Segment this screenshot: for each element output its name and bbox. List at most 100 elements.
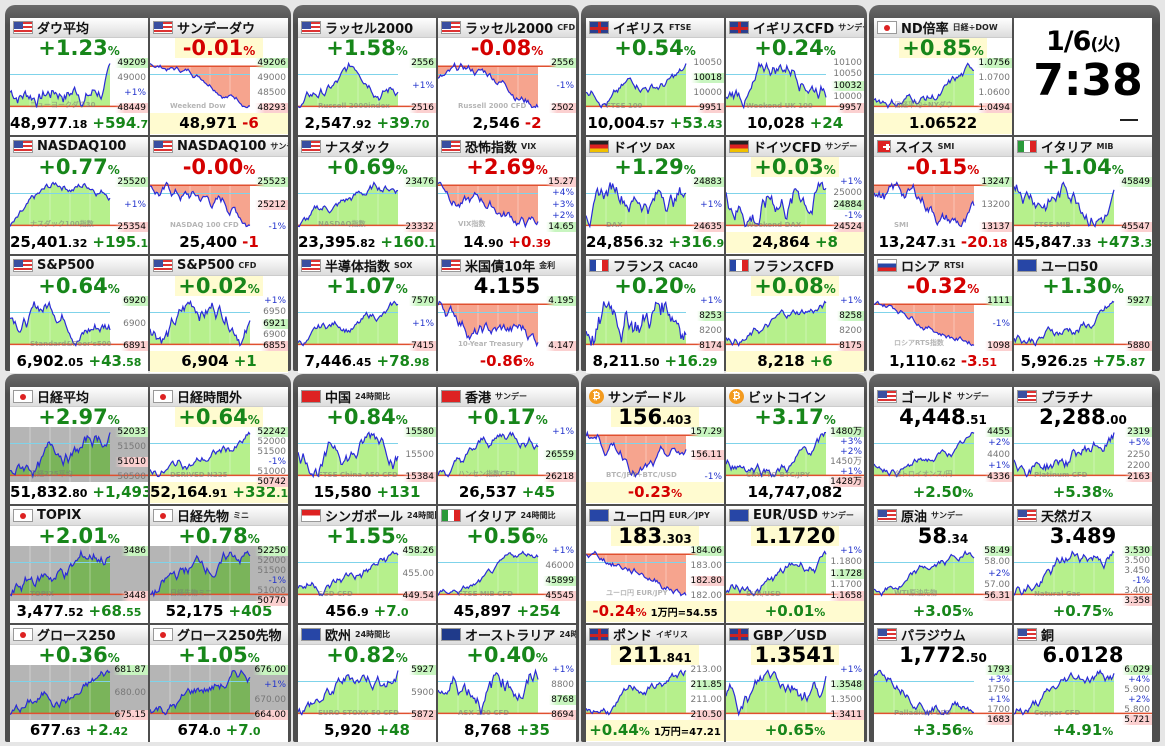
low-label: 45547: [1119, 222, 1152, 232]
percent-sign: %: [395, 532, 408, 546]
market-card[interactable]: パラジウム 1,772.50 Palladium CFD 1793 +3% 1750 +1%…: [874, 625, 1012, 742]
market-card[interactable]: ポンド イギリス 211.841 213.00 211.85 211.00 210.50 +0…: [586, 625, 724, 742]
change-main: +316: [668, 233, 713, 251]
market-card[interactable]: 米国債10年 金利 4.155 10-Year Treasury 4.195 4.147-…: [438, 256, 576, 373]
market-card[interactable]: GBP／USD 1.3541 +1% 1.3548 1.3500 1.3411 +0.65%: [726, 625, 864, 742]
market-card[interactable]: グロース250 +0.36% 681.87 680.00 675.15 677.63 +2.…: [10, 625, 148, 742]
market-card[interactable]: ドイツCFD サンデー +0.03% Weekend DAX +1% 25000 24884…: [726, 137, 864, 254]
current-value: 24,856.32: [586, 233, 663, 251]
market-card[interactable]: S&P500 CFD +0.02% +1% 6950 6921 6900 6855 6,904 +…: [150, 256, 288, 373]
market-card[interactable]: 日経平均 +2.97% 日経225平均 52033 51500 51010 50500 51,…: [10, 387, 148, 504]
percent-label: +1%: [840, 467, 862, 477]
market-card[interactable]: フランスCFD +0.08% +1% 8258 8200 8175 8,218 +6: [726, 256, 864, 373]
low-label: 3.358: [1122, 596, 1152, 606]
headline-value: 211.841: [586, 645, 724, 666]
headline-value: +2.97%: [10, 407, 148, 428]
percent-sign: %: [683, 163, 696, 177]
market-card[interactable]: 日経時間外 +0.64% DERIVED N225 52242 52000 51500 -1…: [150, 387, 288, 504]
market-card[interactable]: NASDAQ100サンデー-0.00%NASDAQ 100 CFD2552325…: [150, 137, 288, 254]
chart-area: ナスダック100指数 25520 +1% 25354: [10, 177, 148, 232]
card-header: シンガポール24時間比: [298, 506, 436, 526]
market-card[interactable]: 恐怖指数 VIX +2.69% VIX指数 15.27 +4% +3% +2% 14.65 14.…: [438, 137, 576, 254]
clock-underline: [1120, 119, 1138, 121]
headline-value: -0.00%: [150, 157, 288, 178]
market-card[interactable]: イタリア 24時間比 +0.56% FTSE MIB CFD +1% 46000 45899…: [438, 506, 576, 623]
market-card[interactable]: ラッセル2000 CFD -0.08% Russell 2000 CFD 2556 -1%…: [438, 18, 576, 135]
low-label: 1.3411: [828, 710, 864, 720]
market-card[interactable]: S&P500 +0.64% Standard&Poor's500 6920 6900 68…: [10, 256, 148, 373]
market-card[interactable]: プラチナ 2,288.00 Platinum CFD 2319 +5% 2250 2200 2…: [1014, 387, 1152, 504]
market-card[interactable]: サンデーダウ -0.01% Weekend Dow 49206 49000 48500 48…: [150, 18, 288, 135]
market-subtitle: CFD: [557, 23, 576, 32]
chart-area: Russell 2000 CFD 2556 -1% 2502: [438, 58, 576, 113]
market-card[interactable]: ナスダック +0.69% NASDAQ指数 23476 23332 23,395.82 +1…: [298, 137, 436, 254]
market-card[interactable]: ユーロ50 +1.30% 5927 5880 5,926.25 +75.87: [1014, 256, 1152, 373]
high-label: 1480万: [828, 427, 864, 437]
price-sparkline: [586, 177, 724, 232]
value-main: 14: [463, 233, 484, 251]
footer-value: 7,446.45 +78.98: [298, 351, 436, 372]
us-flag-icon: [301, 21, 321, 34]
current-value: 45,847.33: [1014, 233, 1091, 251]
market-card[interactable]: 天然ガス 3.489 Natural Gas 3.530 3.500 3.450 -1% 3.…: [1014, 506, 1152, 623]
high-label: 52242: [255, 427, 288, 437]
market-card[interactable]: 欧州 24時間比 +0.82% EURO STOXX 50 CFD 5927 5900 58…: [298, 625, 436, 742]
chart-watermark: ユーロ円 EUR/JPY: [606, 589, 668, 597]
market-card[interactable]: ₿ ビットコイン +3.17% CRYPTO BTC/JPY 1480万 +3% +2% 14…: [726, 387, 864, 504]
market-card[interactable]: オーストラリア24時間比+0.40%ASX 200 CFD+1%88008768…: [438, 625, 576, 742]
market-card[interactable]: ND倍率 日経÷DOW +0.85% 日経平均÷NYダウ 1.0756 1.0700 1.0…: [874, 18, 1012, 135]
percent-sign: %: [247, 413, 260, 427]
headline-value: 156.403: [586, 407, 724, 428]
market-card[interactable]: EUR/USD サンデー 1.1720 EUR/USD +1% 1.1800 1.1728 1…: [726, 506, 864, 623]
market-card[interactable]: 日経先物 ミニ +0.78% 日経先物ミニ 52250 52000 51500 -1% 5100…: [150, 506, 288, 623]
high-label: 8258: [837, 311, 864, 321]
axis-labels: 13247 13200 13137: [972, 177, 1012, 232]
market-card[interactable]: イタリア MIB +1.04% FTSE MIB 45849 45547 45,847.33…: [1014, 137, 1152, 254]
market-card[interactable]: NASDAQ100 +0.77% ナスダック100指数 25520 +1% 25354 25…: [10, 137, 148, 254]
market-card[interactable]: フランス CAC40 +0.20% +1% 8253 8200 8174 8,211.50 +1…: [586, 256, 724, 373]
price-sparkline: [298, 665, 436, 720]
btc-flag-icon: ₿: [729, 389, 744, 404]
market-panel: イギリス FTSE +0.54% FTSE 100 10050 10018 10000 995…: [581, 5, 867, 373]
market-card[interactable]: イギリスCFDサンデー+0.24%Weekend UK 100101001005…: [726, 18, 864, 135]
market-card[interactable]: ユーロ円 EUR／JPY 183.303 ユーロ円 EUR/JPY 184.06 183.…: [586, 506, 724, 623]
market-card[interactable]: 銅 6.0128 Copper CFD 6.029 +4% 5.900 +2% 5.800 5.…: [1014, 625, 1152, 742]
market-card[interactable]: スイス SMI -0.15% SMI 13247 13200 13137 13,247.31-…: [874, 137, 1012, 254]
percent-sign: %: [107, 651, 120, 665]
headline-value: -0.01%: [150, 38, 288, 59]
chart-watermark: CRYPTO BTC/JPY: [746, 471, 811, 479]
market-name: フランス: [613, 260, 665, 275]
price-line: [438, 300, 539, 348]
market-card[interactable]: ロシア RTSI -0.32% ロシアRTS指数 1111 -1% 1098 1,110.62…: [874, 256, 1012, 373]
market-card[interactable]: ₿ サンデードル 156.403 BTC/JPY÷BTC/USD 157.29 156.1…: [586, 387, 724, 504]
market-card[interactable]: ドイツ DAX +1.29% DAX 24883 +1% 24635 24,856.32 +31…: [586, 137, 724, 254]
card-header: グロース250: [10, 625, 148, 645]
market-card[interactable]: ダウ平均 +1.23% ニューヨークダウ30 49209 49000 +1% 48449 48…: [10, 18, 148, 135]
market-card[interactable]: 原油 サンデー 58.34 WTI原油先物 58.49 58.00 +2% 57.00 56.3…: [874, 506, 1012, 623]
chart-area: Weekend DAX +1% 25000 24884 -1% 24524: [726, 177, 864, 232]
low-label: 1428万: [828, 477, 864, 487]
change-decimal: .29: [697, 356, 718, 369]
market-card[interactable]: 中国 24時間比 +0.84% FTSE China A50 CFD 15580 1550…: [298, 387, 436, 504]
change-amount: +594.79: [92, 114, 148, 132]
footer-value: 5,926.25 +75.87: [1014, 351, 1152, 372]
market-card[interactable]: イギリス FTSE +0.54% FTSE 100 10050 10018 10000 995…: [586, 18, 724, 135]
card-header: スイス SMI: [874, 137, 1012, 157]
price-line: [874, 431, 975, 478]
market-card[interactable]: ゴールド サンデー 4,448.51 金トロイオンス/円 4455 +2% 4400 +1% 4…: [874, 387, 1012, 504]
low-label: 48293: [255, 103, 288, 113]
market-card[interactable]: 香港 サンデー +0.17% ハンセン指数CFD +1% 26559 26218 26,537…: [438, 387, 576, 504]
market-card[interactable]: ラッセル2000 +1.58% Russell 2000index 2556 +1% 25…: [298, 18, 436, 135]
chart-watermark: FTSE China A50 CFD: [318, 471, 398, 479]
percent-sign: %: [247, 532, 260, 546]
market-card[interactable]: グロース250先物 +1.05% 676.00 +1% 670.00 664.00 674.…: [150, 625, 288, 742]
percent-sign: %: [395, 163, 408, 177]
market-name: 原油: [901, 510, 928, 525]
market-card[interactable]: TOPIX +2.01% TOPIX 3486 3448 3,477.52 +68.55: [10, 506, 148, 623]
market-card[interactable]: 半導体指数 SOX +1.07% 7570 +1% 7415 7,446.45 +78.98: [298, 256, 436, 373]
market-card[interactable]: シンガポール24時間比+1.55%SGD CFD458.26455.00449.…: [298, 506, 436, 623]
grid-label: 51000: [257, 586, 286, 596]
value-main: 24,856: [586, 233, 644, 251]
low-label: 156.11: [688, 449, 724, 460]
price-sparkline: [438, 665, 576, 720]
